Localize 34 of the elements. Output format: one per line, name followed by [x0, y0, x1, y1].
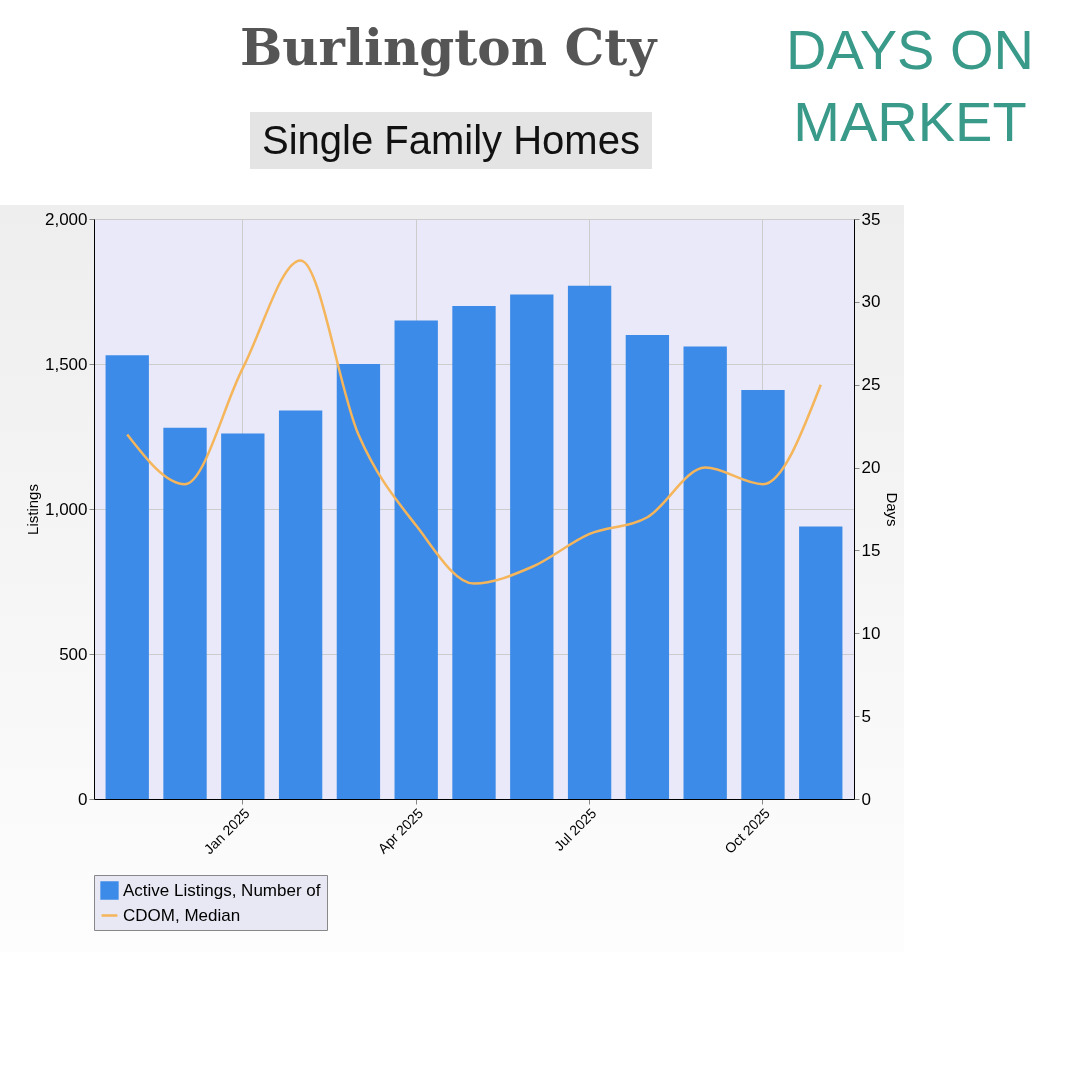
y-tick-label: 1,000 [44, 499, 88, 519]
bar [221, 433, 265, 799]
y-tick-label: 500 [59, 644, 88, 664]
bar [510, 294, 554, 799]
bar [105, 355, 149, 799]
chart-title: Burlington Cty [240, 18, 657, 77]
y2-tick-label: 35 [861, 209, 881, 229]
y2-tick-label: 25 [861, 375, 881, 395]
y-tick-label: 2,000 [44, 209, 88, 229]
bar [394, 320, 438, 799]
bar [799, 526, 843, 799]
y-axis-title: Listings [23, 484, 41, 535]
y-tick-label: 0 [78, 789, 88, 809]
y2-tick-label: 15 [861, 540, 881, 560]
y2-axis-title: Days [884, 492, 902, 527]
bar [163, 427, 207, 799]
y2-tick-label: 5 [861, 706, 871, 726]
y2-tick-label: 30 [861, 292, 881, 312]
bar [741, 390, 785, 799]
bar [336, 364, 381, 799]
bar [452, 306, 496, 799]
y2-tick-label: 10 [861, 623, 881, 643]
bar [625, 335, 670, 799]
text: DAYS ON MARKET [785, 17, 1035, 155]
y-tick-label: 1,500 [44, 354, 88, 374]
y2-tick-label: 0 [861, 789, 871, 809]
legend-label: Active Listings, Number of [123, 880, 321, 900]
line-series [125, 259, 823, 585]
bar [567, 285, 612, 799]
y2-tick-label: 20 [861, 458, 881, 478]
legend-label: CDOM, Median [123, 905, 241, 925]
chart-subtitle: Single Family Homes [250, 112, 652, 169]
bar [278, 410, 323, 799]
bar [683, 346, 727, 799]
